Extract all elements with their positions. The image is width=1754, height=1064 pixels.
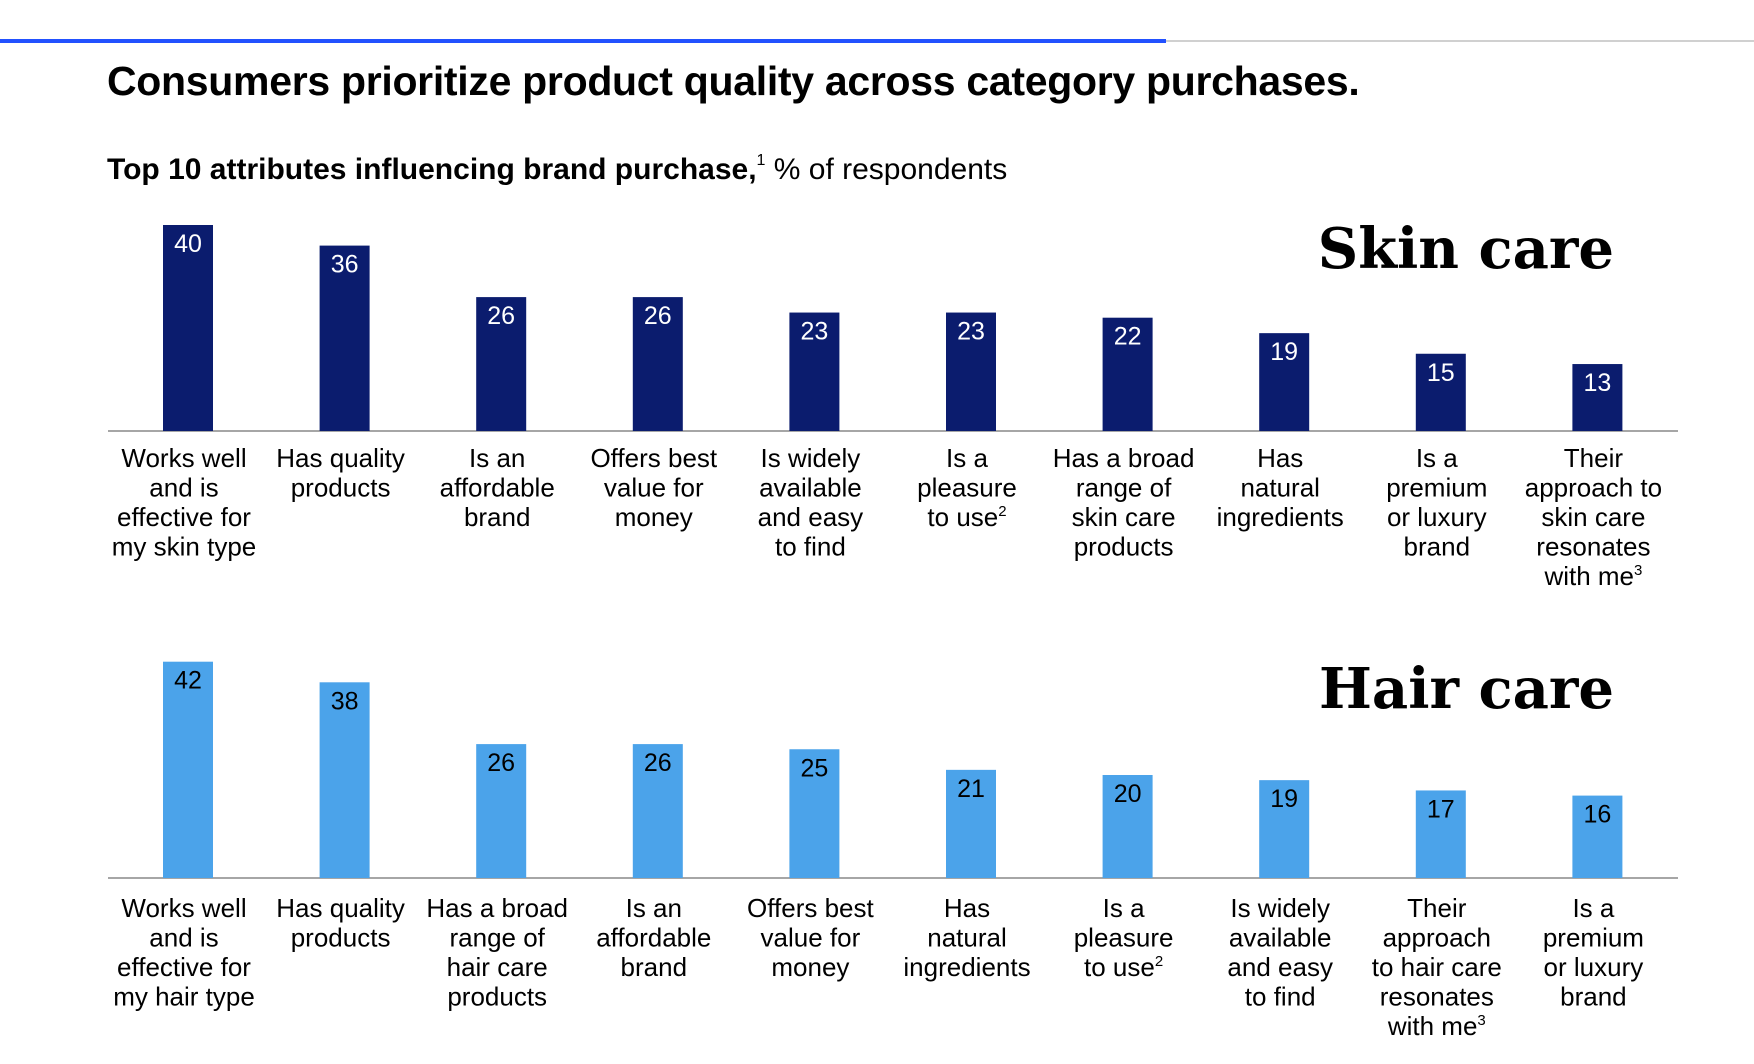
- panel-title: Skin care: [1318, 216, 1614, 282]
- data-label: 25: [800, 754, 828, 782]
- panel-title: Hair care: [1319, 656, 1614, 722]
- category-label: Has quality products: [276, 893, 405, 953]
- data-label: 19: [1270, 785, 1298, 813]
- data-label: 17: [1427, 795, 1455, 823]
- data-label: 19: [1270, 338, 1298, 366]
- footnote-ref: 1: [756, 152, 766, 169]
- data-label: 26: [644, 749, 672, 777]
- data-label: 38: [331, 687, 359, 715]
- bar: [1102, 775, 1153, 878]
- category-label: Has a broad range of hair care products: [426, 893, 568, 1012]
- bar: [1259, 780, 1310, 878]
- category-label: Offers best value for money: [590, 443, 717, 532]
- category-label: Works well and is effective for my hair typ…: [113, 893, 255, 1012]
- category-label: Has quality products: [276, 443, 405, 503]
- chart-subtitle: Top 10 attributes influencing brand purc…: [107, 152, 1007, 187]
- bar: [1102, 317, 1153, 431]
- page-title: Consumers prioritize product quality acr…: [107, 58, 1360, 104]
- data-label: 13: [1583, 369, 1611, 397]
- category-label: Offers best value for money: [747, 893, 874, 982]
- bar: [163, 661, 213, 878]
- bar: [476, 744, 527, 878]
- category-label: Is an affordable brand: [440, 443, 555, 532]
- data-label: 26: [487, 302, 515, 330]
- bar: [319, 682, 370, 878]
- data-label: 26: [644, 302, 672, 330]
- category-label: Their approach to hair care resonates with m…: [1372, 893, 1502, 1041]
- data-label: 23: [800, 318, 828, 346]
- bar: [789, 312, 840, 431]
- category-label: Is an affordable brand: [596, 893, 711, 982]
- bar: [1572, 364, 1623, 431]
- chart-panel-skin-care: Skin care 40 Works well and is effective for…: [108, 216, 1678, 591]
- data-label: 23: [957, 318, 985, 346]
- category-label: Is a premium or luxury brand: [1386, 443, 1487, 562]
- bar: [1259, 333, 1310, 431]
- category-label: Has a broad range of skin care products: [1053, 443, 1195, 562]
- bar: [1415, 353, 1466, 431]
- data-label: 21: [957, 775, 985, 803]
- data-label: 20: [1114, 780, 1142, 808]
- category-label: Works well and is effective for my skin typ…: [112, 443, 257, 562]
- data-label: 26: [487, 749, 515, 777]
- category-label: Is widely available and easy to find: [758, 443, 864, 562]
- data-label: 42: [174, 667, 202, 695]
- bar: [163, 225, 213, 431]
- category-label: Is a pleasure to use2: [917, 443, 1017, 532]
- bar: [632, 297, 683, 431]
- bar: [946, 769, 996, 878]
- data-label: 15: [1427, 359, 1455, 387]
- category-label: Is a pleasure to use2: [1074, 893, 1174, 982]
- chart-panel-hair-care: Hair care 42 Works well and is effective for…: [108, 656, 1678, 1041]
- category-label: Has natural ingredients: [903, 893, 1030, 982]
- category-label: Is widely available and easy to find: [1227, 893, 1333, 1012]
- subtitle-unit: % of respondents: [765, 153, 1008, 186]
- category-label: Has natural ingredients: [1217, 443, 1344, 532]
- category-label: Is a premium or luxury brand: [1543, 893, 1644, 1012]
- bar: [946, 312, 996, 431]
- bar: [1572, 795, 1623, 878]
- bar: [1415, 790, 1466, 878]
- bar: [319, 245, 370, 431]
- data-label: 22: [1114, 323, 1142, 351]
- data-label: 40: [174, 230, 202, 258]
- subtitle-bold: Top 10 attributes influencing brand purc…: [107, 153, 757, 186]
- bar: [476, 297, 527, 431]
- category-label: Their approach to skin care resonates with m…: [1525, 443, 1662, 591]
- data-label: 16: [1583, 801, 1611, 829]
- bar: [789, 749, 840, 878]
- bar: [632, 744, 683, 878]
- reading-progress-bar: [0, 39, 1167, 43]
- data-label: 36: [331, 251, 359, 279]
